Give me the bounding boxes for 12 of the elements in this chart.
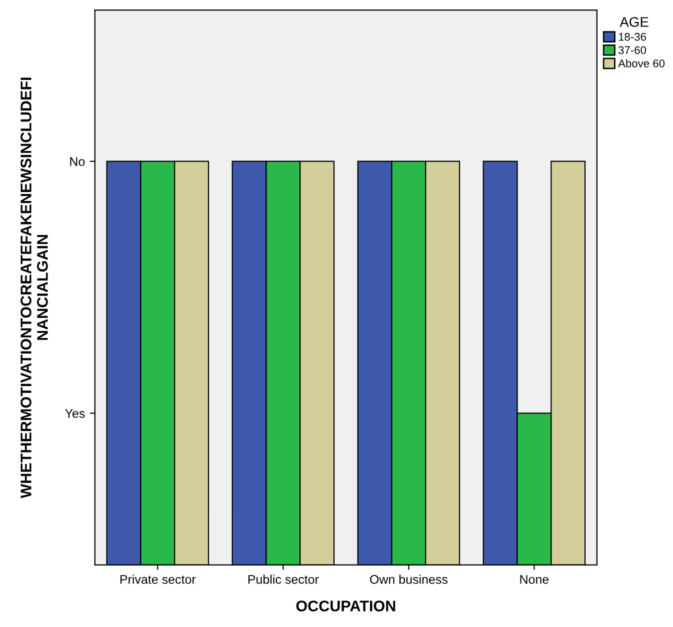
legend-label: 18-36 — [618, 32, 646, 41]
text: Yes — [65, 409, 85, 418]
legend-title: AGE — [620, 17, 648, 27]
legend-label: 37-60 — [618, 46, 646, 54]
x-axis-title: OCCUPATION — [296, 600, 396, 612]
legend-label: Above 60 — [618, 59, 665, 68]
text: No — [70, 157, 85, 166]
x-tick-label: None — [520, 575, 549, 584]
x-tick-label: Public sector — [248, 574, 319, 584]
x-tick-label: Private sector — [120, 574, 196, 584]
y-axis-title: WHETHERMOTIVATIONTOCREATEFAKENEWSINCLUDEFI NANCIALGAIN — [20, 78, 48, 498]
x-tick-label: Own business — [370, 574, 448, 584]
